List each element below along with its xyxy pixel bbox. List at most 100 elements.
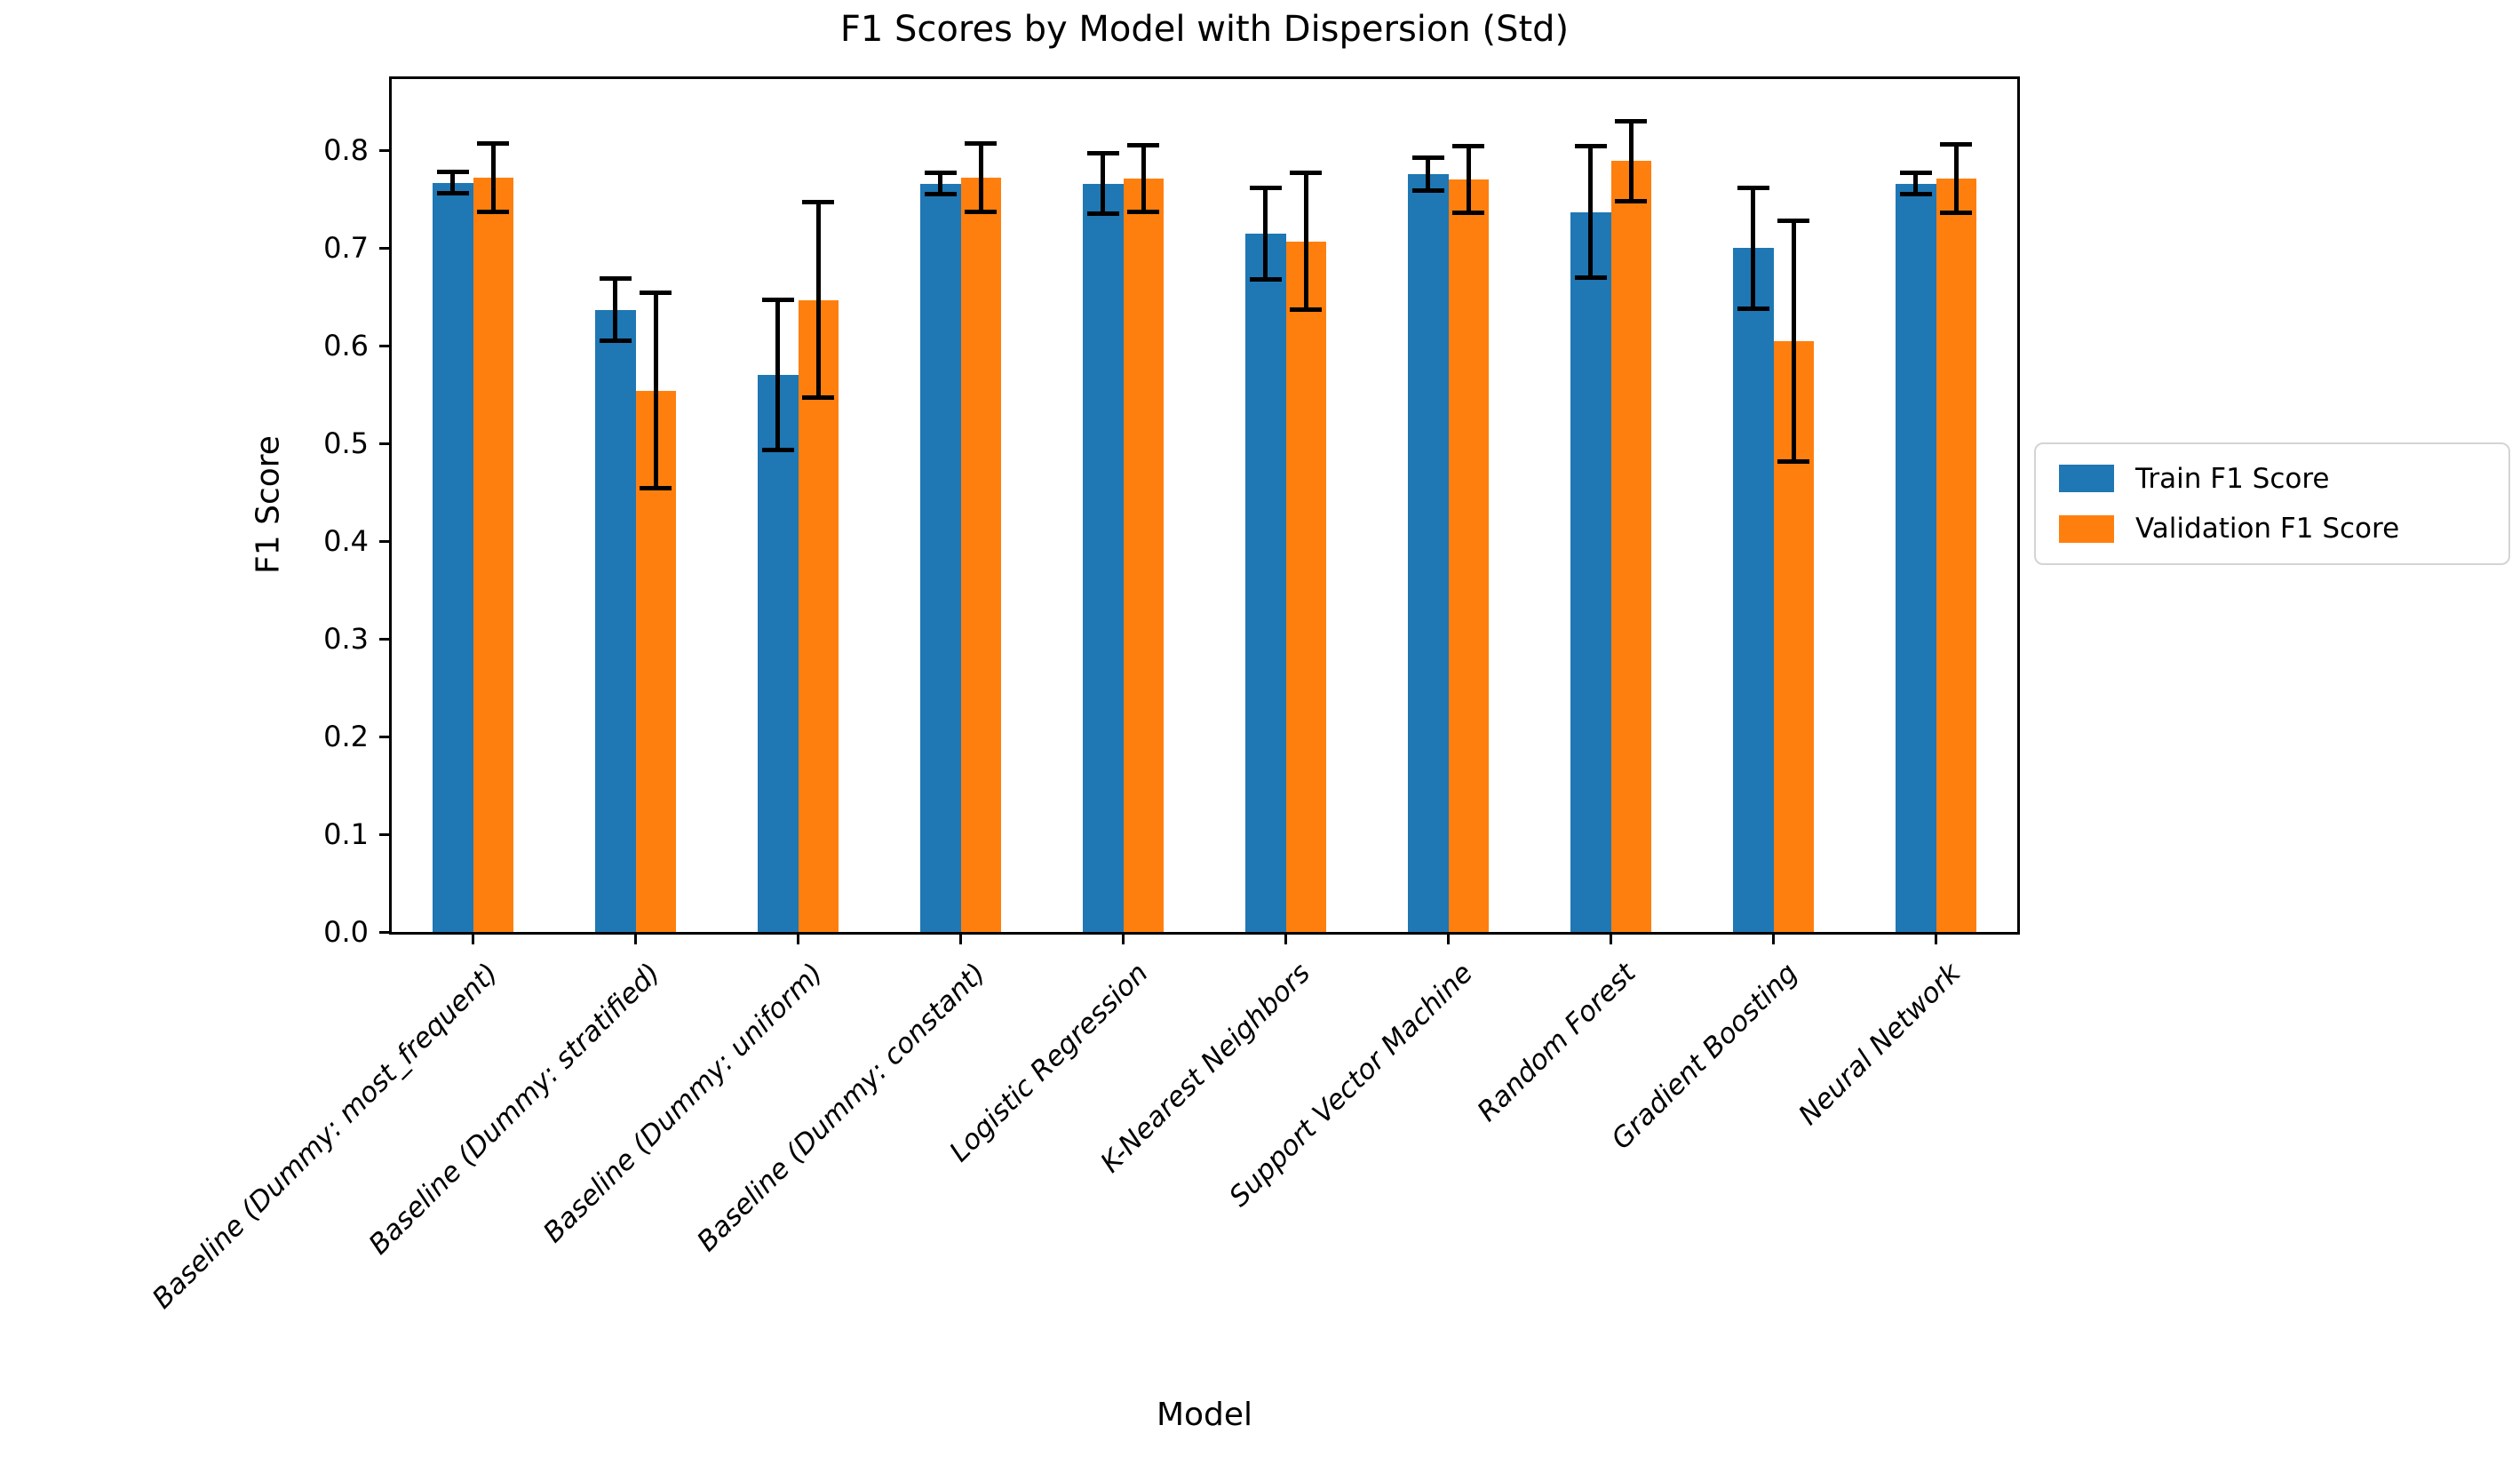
error-bar-cap	[1737, 306, 1769, 311]
y-tick-label: 0.2	[323, 720, 369, 754]
legend-label-train: Train F1 Score	[2135, 462, 2330, 495]
error-bar-cap	[1615, 199, 1648, 203]
x-tick-mark	[1447, 932, 1450, 944]
bar-validation-f1-score-3	[960, 178, 1002, 932]
bar-validation-f1-score-0	[473, 178, 514, 932]
error-bar-cap	[1574, 275, 1607, 280]
error-bar-cap	[1940, 142, 1973, 147]
error-bar-line	[815, 202, 821, 398]
chart-title: F1 Scores by Model with Dispersion (Std)	[839, 9, 1570, 50]
bar-train-f1-score-3	[919, 183, 961, 932]
error-bar-line	[1588, 146, 1594, 278]
x-tick-mark	[634, 932, 637, 944]
bar-train-f1-score-0	[432, 182, 473, 932]
y-tick-label: 0.6	[323, 329, 369, 363]
error-bar-line	[1141, 145, 1146, 212]
error-bar-line	[1466, 146, 1471, 213]
bar-validation-f1-score-7	[1610, 161, 1652, 932]
x-tick-mark	[1772, 932, 1775, 944]
error-bar-cap	[1899, 171, 1932, 176]
error-bar-line	[938, 172, 943, 195]
bar-train-f1-score-1	[594, 309, 636, 932]
error-bar-cap	[1086, 151, 1119, 156]
bar-validation-f1-score-5	[1285, 241, 1327, 932]
bar-validation-f1-score-2	[798, 299, 839, 932]
error-bar-cap	[599, 275, 632, 281]
x-tick-label: Baseline (Dummy: stratified)	[362, 957, 667, 1262]
error-bar-cap	[924, 171, 957, 176]
y-tick-mark	[379, 246, 392, 250]
y-tick-mark	[379, 344, 392, 347]
legend-entry-train: Train F1 Score	[2059, 463, 2508, 495]
x-tick-mark	[797, 932, 799, 944]
x-tick-mark	[472, 932, 474, 944]
error-bar-cap	[1249, 276, 1282, 282]
y-tick-label: 0.5	[323, 426, 369, 461]
y-tick-mark	[379, 148, 392, 152]
error-bar-cap	[761, 448, 794, 453]
error-bar-cap	[1777, 458, 1810, 464]
bar-validation-f1-score-4	[1123, 179, 1165, 932]
error-bar-cap	[1899, 192, 1932, 197]
x-tick-label: Gradient Boosting	[1605, 957, 1805, 1156]
y-tick-mark	[379, 637, 392, 641]
y-tick-mark	[379, 735, 392, 738]
bar-train-f1-score-7	[1570, 211, 1611, 932]
error-bar-cap	[802, 200, 835, 205]
error-bar-cap	[1127, 143, 1160, 148]
y-tick-mark	[379, 442, 392, 445]
bar-train-f1-score-5	[1244, 233, 1286, 932]
error-bar-cap	[436, 191, 469, 196]
error-bar-line	[1426, 157, 1431, 191]
error-bar-cap	[802, 395, 835, 400]
y-tick-mark	[379, 832, 392, 836]
bar-validation-f1-score-9	[1936, 179, 1977, 932]
error-bar-cap	[1411, 187, 1444, 193]
x-tick-label: Baseline (Dummy: most_frequent)	[146, 957, 505, 1316]
error-bar-line	[978, 143, 983, 212]
error-bar-cap	[436, 170, 469, 174]
y-tick-label: 0.3	[323, 622, 369, 657]
x-tick-label: Baseline (Dummy: uniform)	[537, 957, 830, 1249]
error-bar-line	[1303, 172, 1308, 310]
error-bar-cap	[924, 192, 957, 197]
y-tick-mark	[379, 930, 392, 934]
error-bar-cap	[965, 141, 998, 147]
error-bar-line	[490, 143, 496, 212]
error-bar-cap	[1737, 185, 1769, 190]
x-tick-mark	[1610, 932, 1612, 944]
y-tick-mark	[379, 539, 392, 543]
error-bar-line	[1791, 220, 1796, 461]
error-bar-cap	[1574, 144, 1607, 149]
error-bar-cap	[477, 210, 510, 215]
y-tick-label: 0.8	[323, 133, 369, 168]
error-bar-line	[1953, 144, 1959, 213]
error-bar-cap	[640, 486, 672, 491]
plot-area	[389, 76, 2020, 935]
x-tick-mark	[1284, 932, 1287, 944]
error-bar-line	[450, 171, 456, 194]
error-bar-cap	[1940, 211, 1973, 216]
error-bar-line	[1101, 153, 1106, 214]
error-bar-cap	[761, 298, 794, 302]
x-tick-mark	[1122, 932, 1125, 944]
error-bar-cap	[965, 210, 998, 215]
error-bar-cap	[1290, 307, 1323, 312]
error-bar-cap	[1452, 211, 1485, 216]
error-bar-cap	[1086, 211, 1119, 217]
legend-entry-validation: Validation F1 Score	[2059, 513, 2508, 545]
error-bar-line	[1751, 187, 1756, 309]
y-tick-label: 0.7	[323, 231, 369, 266]
error-bar-line	[1913, 172, 1919, 195]
y-tick-label: 0.4	[323, 524, 369, 559]
bar-train-f1-score-8	[1732, 248, 1774, 932]
x-axis-label: Model	[1156, 1397, 1253, 1433]
x-tick-mark	[1935, 932, 1937, 944]
x-tick-label: Baseline (Dummy: constant)	[690, 957, 992, 1258]
error-bar-cap	[1777, 219, 1810, 223]
legend: Train F1 Score Validation F1 Score	[2034, 442, 2510, 565]
y-axis-label: F1 Score	[250, 435, 287, 574]
bar-train-f1-score-9	[1895, 183, 1936, 932]
error-bar-cap	[1615, 118, 1648, 123]
